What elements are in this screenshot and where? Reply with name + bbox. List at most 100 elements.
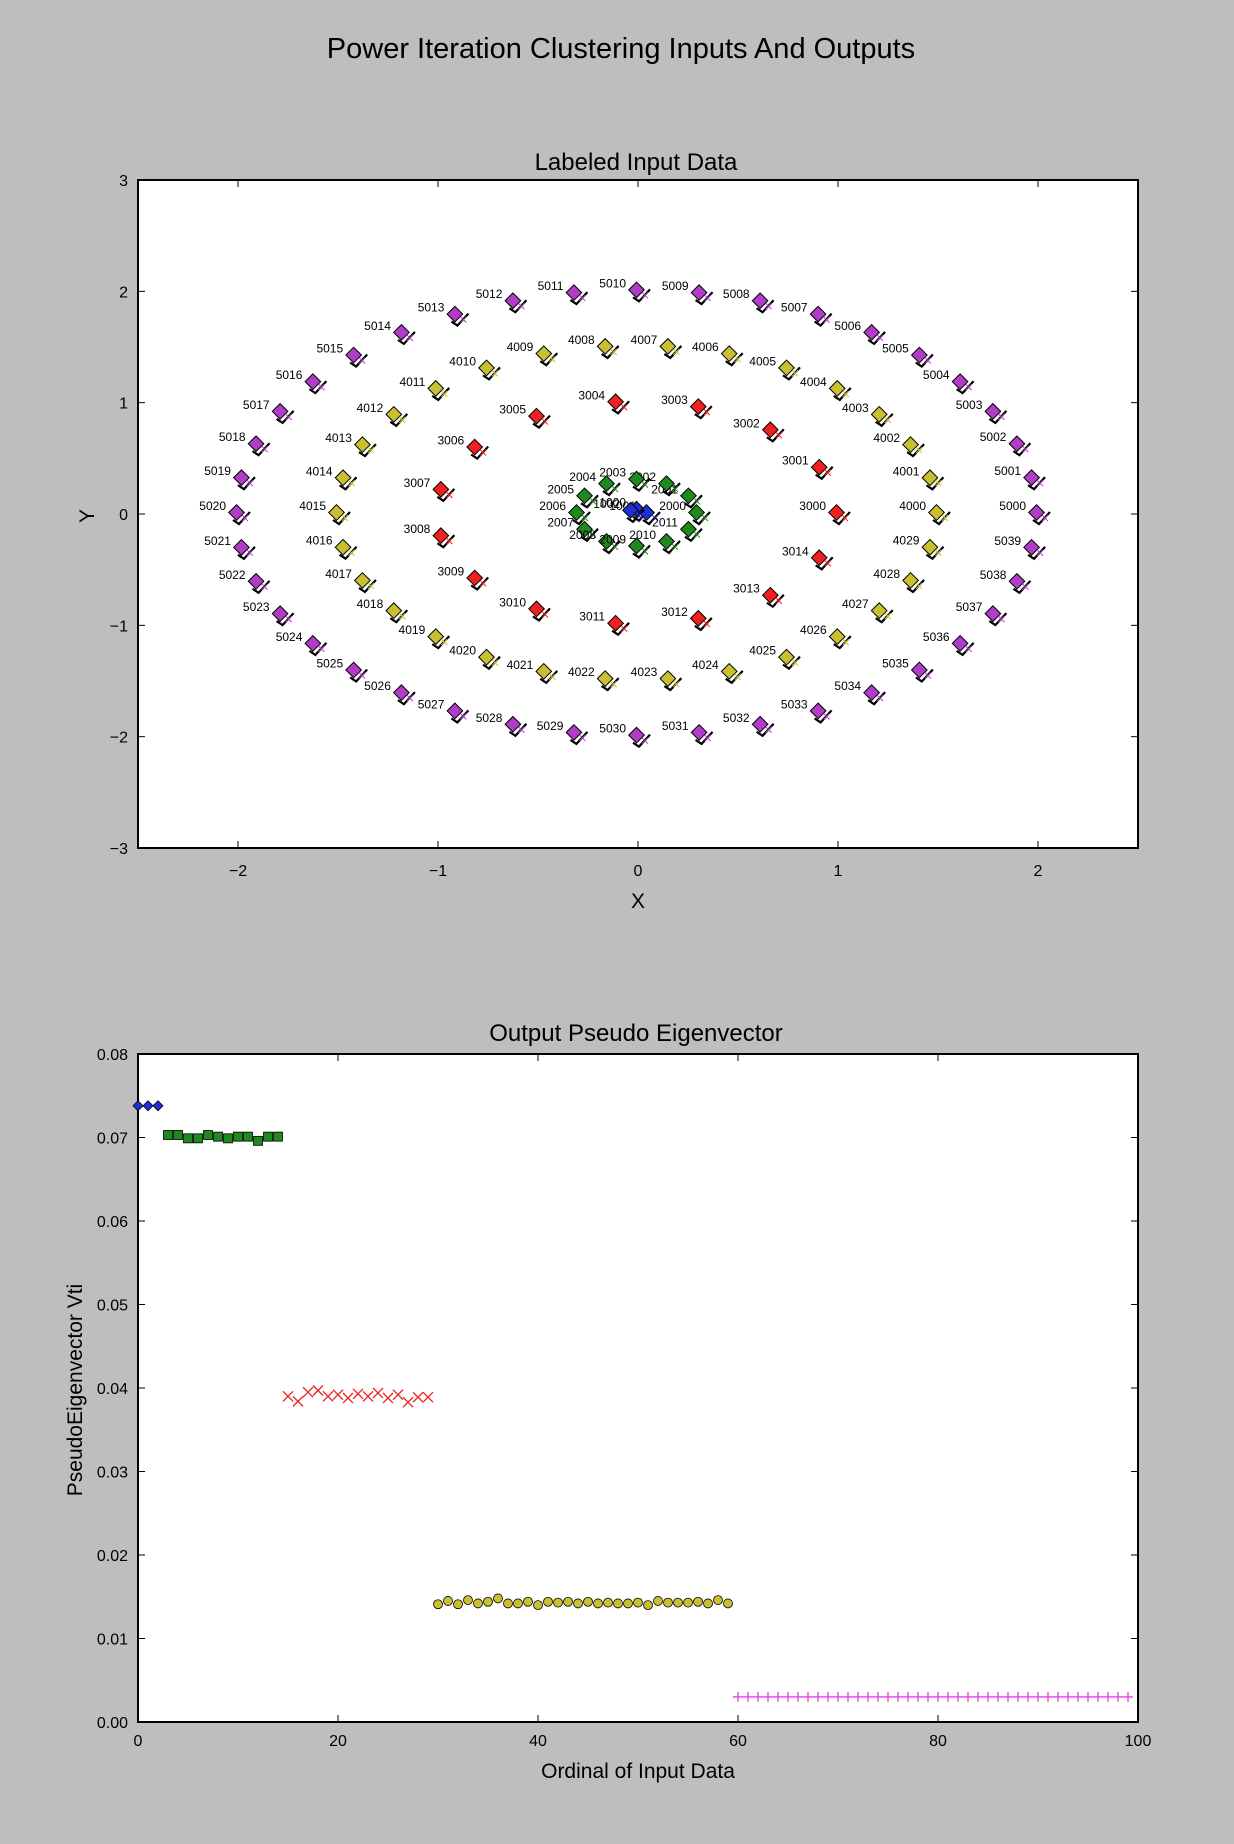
- input-point-cross: [541, 418, 549, 425]
- input-point-marker: [1008, 572, 1026, 590]
- eigen-point-plus: [973, 1691, 983, 1702]
- input-point-cross: [765, 302, 772, 310]
- input-point-marker: [902, 571, 920, 589]
- input-point-cross: [775, 431, 783, 439]
- input-point-cross: [701, 514, 709, 522]
- input-point-label: 4015: [299, 499, 326, 513]
- input-point: 4003: [842, 401, 894, 428]
- eigen-point-x: [352, 1388, 364, 1400]
- input-point-label: 4018: [357, 597, 384, 611]
- input-point-cross: [641, 291, 649, 299]
- eigen-point-circle: [703, 1598, 713, 1609]
- input-point-label: 5018: [219, 430, 246, 444]
- input-point: 5027: [418, 697, 470, 724]
- input-point-cross: [884, 612, 892, 620]
- input-point-cross: [941, 514, 949, 522]
- eigen-point-circle: [443, 1596, 453, 1606]
- y-tick-label: −1: [110, 618, 128, 635]
- input-point: 2009: [599, 532, 651, 559]
- input-point-marker: [304, 634, 322, 652]
- labeled-input-ticks: −2 −1 0 1 2 −3 −2 −1 0 1 2 3: [110, 173, 1138, 880]
- input-point-label: 3003: [661, 393, 688, 407]
- input-point-marker: [232, 538, 250, 556]
- input-point-cross: [791, 370, 799, 377]
- input-point-cross: [1022, 445, 1029, 453]
- input-point-label: 5016: [276, 368, 303, 382]
- x-tick-label: 80: [929, 1733, 947, 1750]
- input-point-marker: [628, 470, 645, 488]
- eigen-point-x: [412, 1391, 424, 1403]
- input-point: 3007: [404, 476, 456, 503]
- input-point-cross: [824, 469, 832, 477]
- input-point-marker: [228, 504, 245, 521]
- input-point-cross: [491, 659, 499, 666]
- input-point: 2007: [547, 516, 599, 543]
- input-point-cross: [998, 615, 1005, 623]
- input-point-marker: [659, 337, 677, 355]
- input-point-label: 2003: [599, 466, 626, 480]
- input-point: 5019: [204, 464, 256, 491]
- input-point-marker: [921, 538, 939, 556]
- input-point-marker: [392, 684, 410, 702]
- input-point-label: 5017: [243, 398, 270, 412]
- input-point-cross: [935, 549, 942, 557]
- eigen-point-circle: [713, 1595, 723, 1605]
- y-tick-label: 0.04: [97, 1381, 128, 1398]
- eigen-point-circle: [623, 1598, 633, 1609]
- input-point-label: 2000: [659, 499, 686, 513]
- input-point: 4024: [692, 658, 744, 685]
- input-point-cross: [791, 659, 799, 666]
- input-point-label: 3002: [733, 416, 760, 430]
- input-point-cross: [635, 512, 643, 520]
- x-tick-label: 100: [1125, 1733, 1152, 1750]
- input-point-marker: [598, 532, 615, 550]
- eigen-point-square: [203, 1130, 213, 1140]
- eigen-point-circle: [663, 1597, 673, 1608]
- input-point-cross: [1041, 514, 1049, 522]
- input-point-marker: [427, 379, 445, 397]
- input-point-marker: [334, 538, 352, 556]
- input-point-label: 4001: [893, 464, 920, 478]
- y-tick-label: 1: [119, 396, 128, 413]
- input-point-marker: [568, 504, 585, 521]
- input-point-marker: [638, 504, 655, 521]
- input-point-label: 5039: [994, 534, 1021, 548]
- input-point: 3001: [782, 454, 834, 481]
- eigen-point-plus: [913, 1691, 923, 1702]
- input-point-label: 5009: [662, 279, 689, 293]
- eigen-point-plus: [803, 1691, 813, 1702]
- y-tick-label: 0: [119, 507, 128, 524]
- input-point-marker: [345, 346, 363, 364]
- input-point-label: 4019: [399, 623, 426, 637]
- eigen-point-plus: [883, 1691, 893, 1702]
- eigen-point-circle: [583, 1596, 593, 1607]
- input-point: 5002: [980, 430, 1032, 457]
- input-point-cross: [704, 294, 711, 302]
- input-point-cross: [823, 316, 830, 323]
- eigen-point-diamond: [132, 1100, 144, 1112]
- input-point-label: 5001: [994, 464, 1021, 478]
- input-point-label: 4013: [325, 431, 352, 445]
- input-point: 5023: [243, 600, 295, 627]
- eigen-point-circle: [513, 1598, 523, 1609]
- eigen-point-square: [263, 1131, 273, 1142]
- x-tick-label: 20: [329, 1733, 347, 1750]
- input-point-marker: [761, 421, 779, 439]
- input-point: 2006: [539, 499, 591, 526]
- input-point-label: 5028: [476, 711, 503, 725]
- labeled-input-panel: Labeled Input Data −2 −1 0 1 2 −3 −2 −1 0 1 2 3 100…: [76, 149, 1139, 913]
- eigen-point-plus: [963, 1691, 973, 1702]
- input-point-cross: [341, 514, 349, 522]
- input-point: 5011: [538, 279, 589, 306]
- input-point: 2008: [569, 528, 621, 555]
- input-point-marker: [778, 648, 795, 666]
- eigen-point-circle: [593, 1598, 603, 1609]
- input-point-cross: [358, 672, 366, 679]
- x-tick-label: −2: [229, 863, 247, 880]
- input-point-label: 5007: [781, 301, 808, 315]
- eigen-point-plus: [783, 1691, 793, 1702]
- y-tick-label: −3: [110, 841, 128, 858]
- eigen-point-plus: [873, 1691, 883, 1702]
- eigen-point-plus: [1113, 1691, 1123, 1702]
- eigen-point-plus: [833, 1691, 843, 1702]
